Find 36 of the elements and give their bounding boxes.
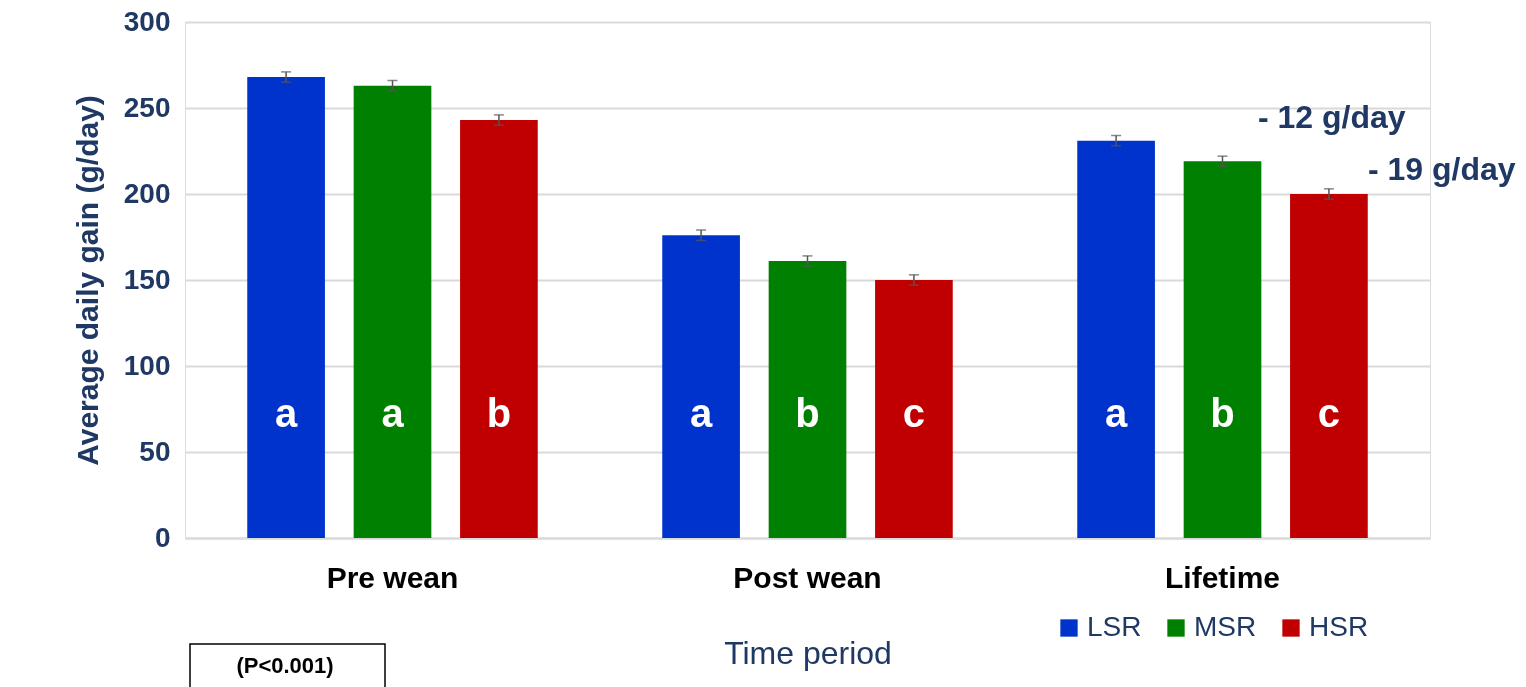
legend-label: HSR — [1309, 611, 1369, 642]
legend-label: MSR — [1194, 611, 1257, 642]
bar — [1290, 194, 1368, 538]
bar — [1077, 140, 1155, 538]
y-tick-label: 100 — [123, 349, 171, 381]
y-tick-label: 150 — [123, 263, 171, 295]
y-tick-label: 200 — [123, 177, 171, 209]
y-tick-label: 250 — [123, 91, 171, 123]
bar — [247, 77, 325, 538]
bar — [1183, 161, 1262, 538]
bar — [768, 261, 847, 538]
bar — [460, 120, 538, 538]
data-label: a — [1104, 391, 1128, 435]
legend-label: LSR — [1087, 611, 1142, 642]
x-tick-label: Post wean — [733, 560, 882, 594]
y-axis-title: Average daily gain (g/day) — [70, 95, 104, 466]
data-label: b — [1210, 391, 1235, 435]
data-label: a — [381, 391, 405, 435]
annotation: - 12 g/day — [1258, 99, 1406, 135]
data-label: c — [902, 391, 926, 435]
bar — [353, 85, 432, 538]
annotation: - 19 g/day — [1368, 151, 1516, 187]
y-tick-label: 0 — [154, 521, 171, 553]
data-label: c — [1317, 391, 1341, 435]
data-label: a — [274, 391, 298, 435]
text: (P<0.001) — [236, 653, 334, 678]
data-label: a — [689, 391, 713, 435]
data-label: b — [486, 391, 512, 435]
y-tick-label: 300 — [123, 5, 171, 37]
x-tick-label: Pre wean — [326, 560, 459, 594]
x-tick-label: Lifetime — [1164, 560, 1281, 594]
bar — [875, 280, 953, 538]
bar — [662, 235, 740, 538]
x-axis-title: Time period — [724, 634, 892, 671]
data-label: b — [795, 391, 820, 435]
y-tick-label: 50 — [139, 435, 171, 467]
